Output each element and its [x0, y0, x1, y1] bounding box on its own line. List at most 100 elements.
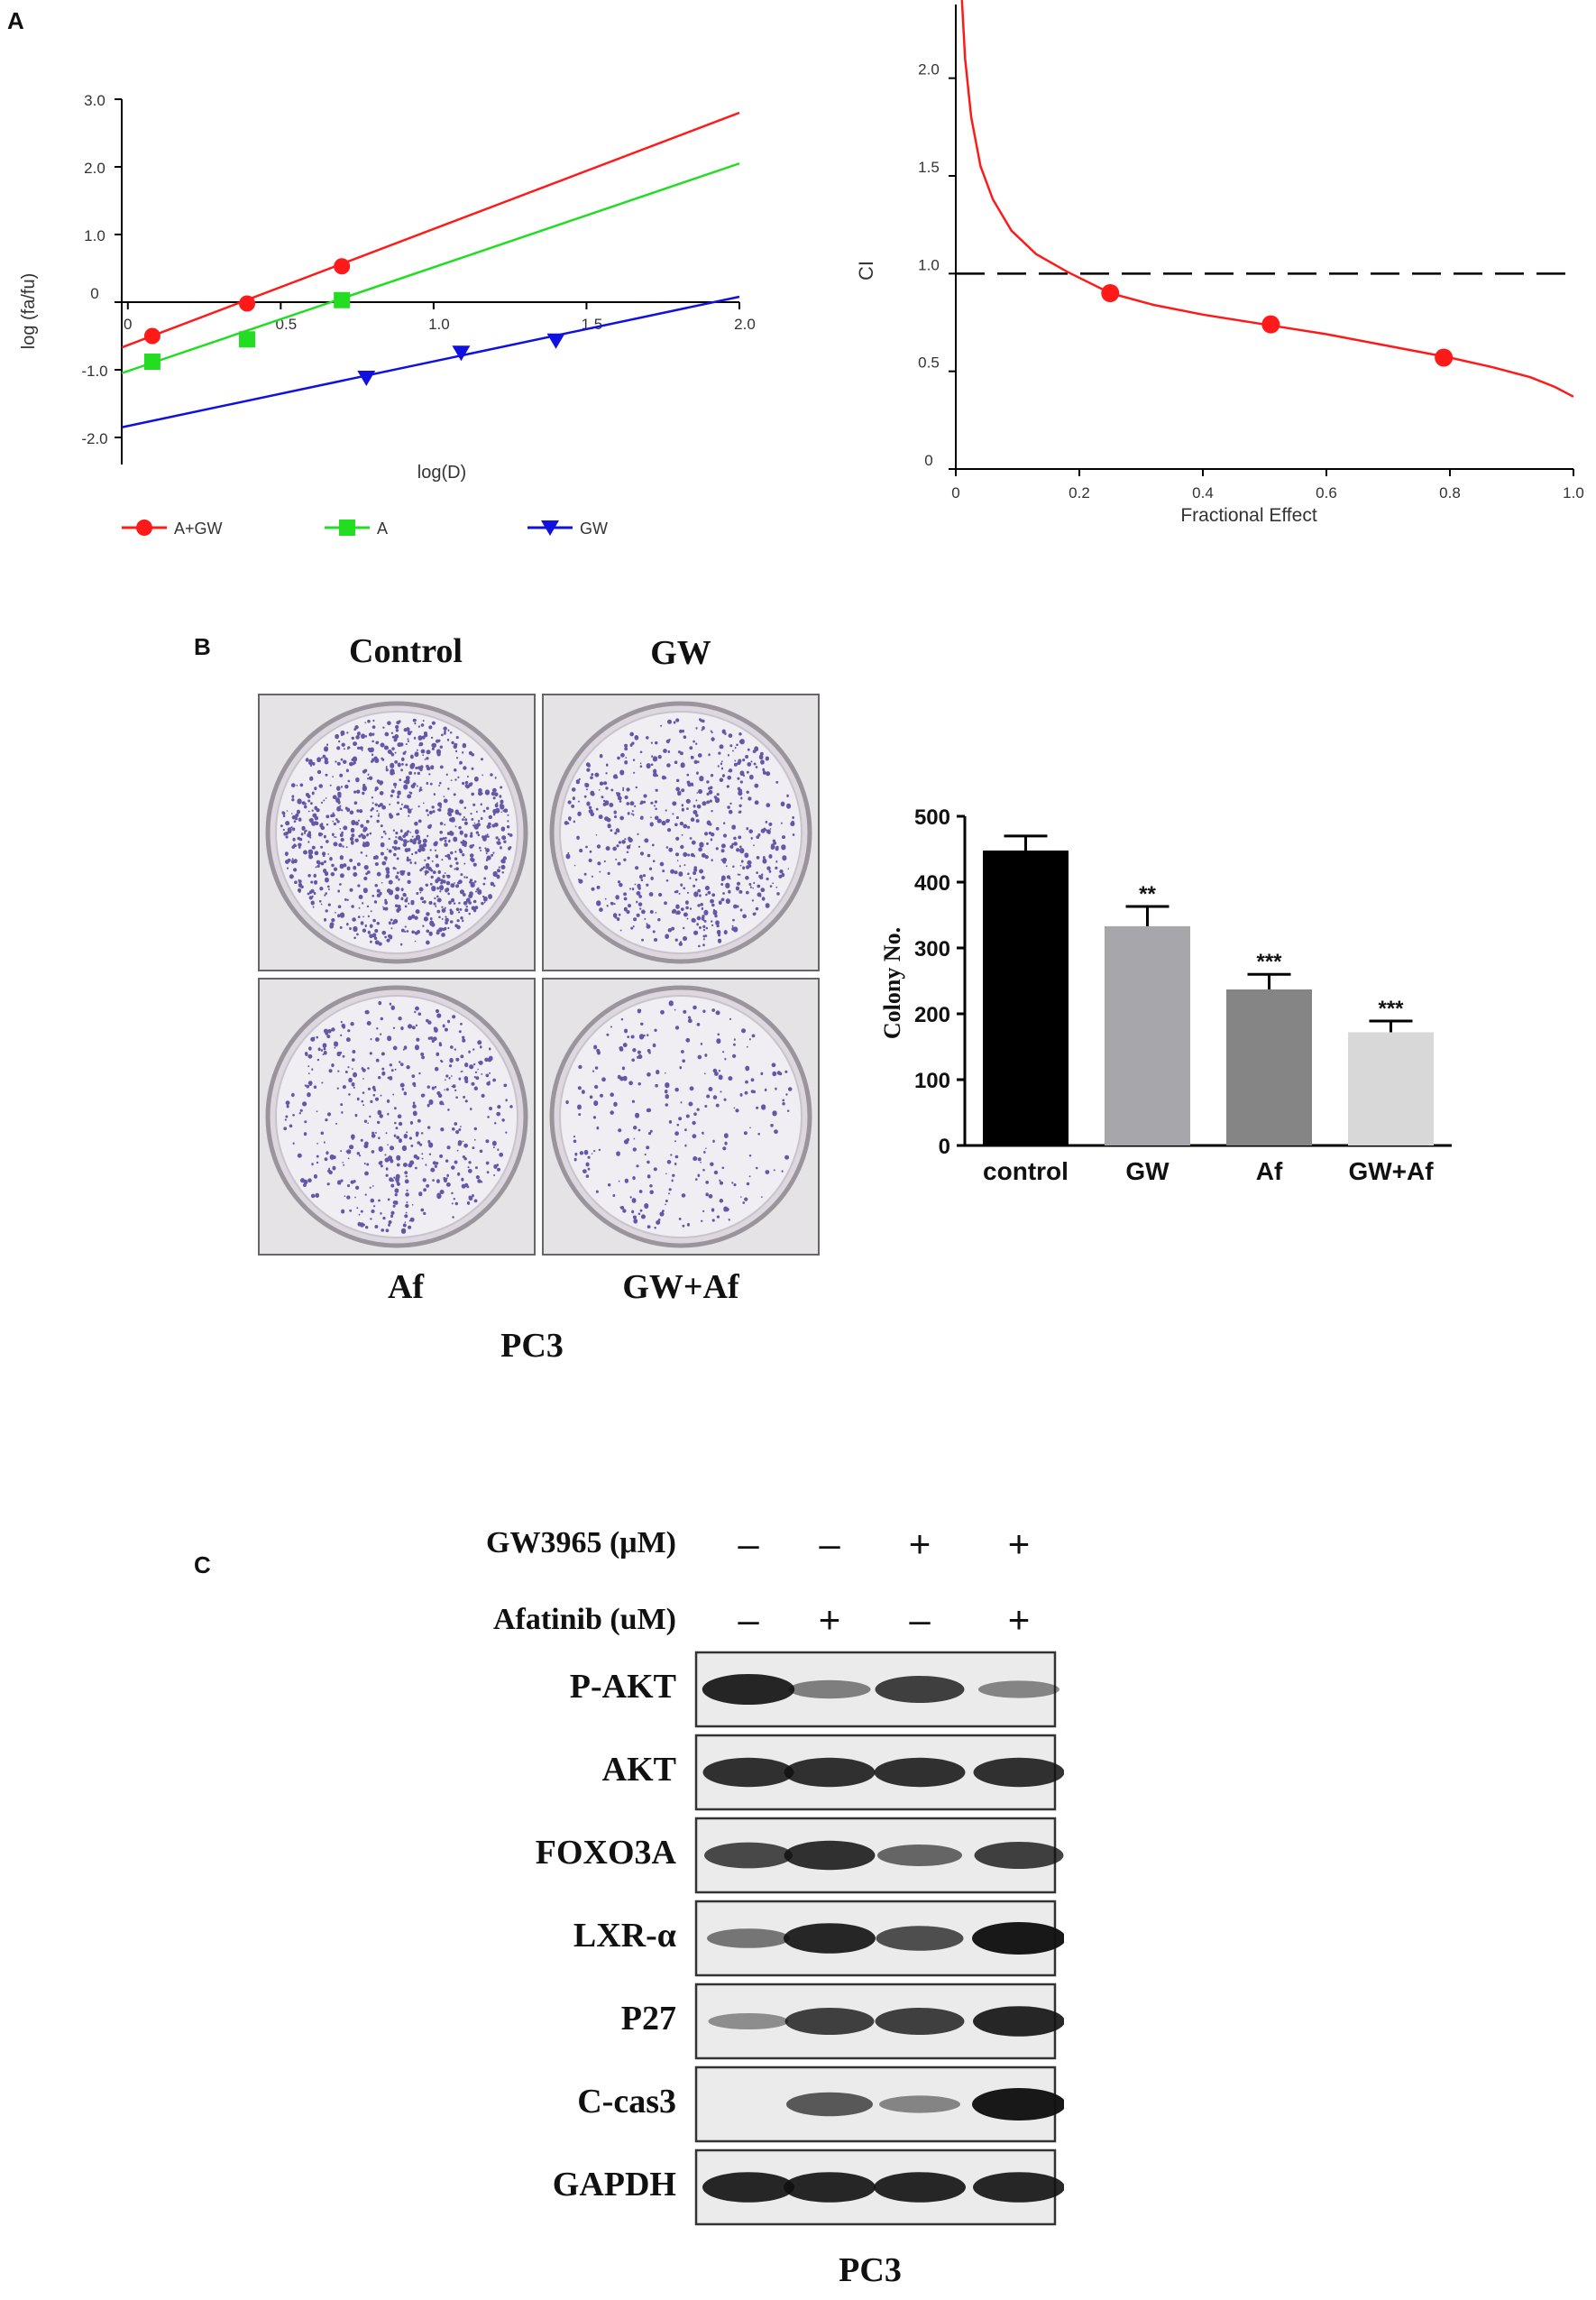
plate-control	[258, 694, 536, 971]
plate-colonies	[283, 1000, 513, 1234]
blot-band	[978, 1680, 1059, 1698]
x-tick-label: 1.0	[1563, 484, 1584, 501]
plate-label-gw: GW	[650, 634, 711, 672]
blot-band	[974, 1842, 1064, 1869]
significance-label: **	[1139, 882, 1156, 906]
condition-sign: –	[819, 1523, 840, 1565]
blot-row	[694, 1734, 1064, 1811]
blot-band	[879, 2095, 960, 2113]
series-line-a-gw	[121, 111, 740, 349]
series-line-a	[121, 162, 740, 374]
condition-sign: +	[1007, 1598, 1031, 1641]
blot-band	[702, 1673, 795, 1706]
condition-label-gw3965: GW3965 (μM)	[486, 1526, 676, 1559]
data-point	[357, 371, 376, 386]
data-point	[239, 331, 256, 348]
y-axis-label: CI	[855, 261, 877, 281]
data-point	[334, 291, 351, 308]
y-tick-label: 2.0	[84, 160, 105, 177]
legend-marker	[136, 520, 152, 536]
condition-sign: +	[908, 1523, 931, 1565]
y-tick-label: 0	[90, 285, 98, 302]
y-tick-label: 3.0	[84, 92, 105, 109]
blot-band	[972, 2088, 1064, 2121]
x-tick-label: 1.0	[428, 316, 450, 333]
series-line-gw	[121, 295, 740, 428]
x-tick-label: 0	[951, 484, 959, 501]
legend-marker	[541, 520, 559, 536]
colony-bar-chart: 0 100 200 300 400 500 control ** GW *** Af *** GW+A…	[879, 805, 1452, 1185]
blot-label: C-cas3	[577, 2083, 676, 2121]
blot-row	[694, 2148, 1064, 2226]
blot-row	[694, 1817, 1064, 1894]
blot-band	[875, 1676, 965, 1703]
blot-band	[784, 1757, 876, 1788]
plate-colonies	[564, 718, 795, 948]
x-tick-label: 0	[124, 316, 132, 333]
x-tick-label: 0.8	[1439, 484, 1461, 501]
blot-band	[973, 2172, 1064, 2203]
blot-row	[694, 1651, 1059, 1728]
plate-dish	[559, 711, 803, 954]
bar-gw-af	[1348, 1032, 1434, 1145]
blot-band	[784, 2008, 875, 2035]
y-axis-label: Colony No.	[879, 927, 905, 1039]
x-tick-label: GW+Af	[1348, 1157, 1434, 1185]
y-tick-label: 1.0	[918, 256, 940, 273]
blot-label: FOXO3A	[535, 1834, 676, 1872]
significance-label: ***	[1378, 997, 1404, 1021]
y-tick-label: 2.0	[918, 61, 940, 78]
panel-letter-b: B	[194, 633, 211, 660]
blot-band	[702, 2172, 794, 2203]
x-tick-label: 0.2	[1069, 484, 1090, 501]
plate-label-gw-af: GW+Af	[622, 1268, 739, 1306]
ci-curve	[960, 0, 1574, 398]
x-tick-label: 0.6	[1316, 484, 1337, 501]
condition-label-afatinib: Afatinib (uM)	[492, 1603, 676, 1636]
condition-sign: +	[1007, 1523, 1031, 1565]
y-tick-label: 400	[914, 871, 950, 896]
blot-band	[877, 1845, 962, 1866]
plate-colonies	[280, 718, 513, 946]
blot-row	[694, 1900, 1064, 1977]
blot-row	[694, 1983, 1064, 2060]
y-tick-label: 1.0	[84, 227, 105, 244]
plate-label-af: Af	[387, 1268, 425, 1306]
y-tick-label: -2.0	[81, 430, 107, 447]
data-point	[1435, 348, 1454, 367]
legend-label: A+GW	[174, 520, 223, 538]
significance-label: ***	[1256, 950, 1282, 974]
blot-band	[972, 1922, 1064, 1955]
blot-band	[708, 2013, 789, 2029]
blot-band	[876, 1926, 964, 1951]
data-point	[334, 258, 351, 275]
y-tick-label: 0	[939, 1135, 950, 1159]
data-point	[239, 295, 256, 312]
plate-gw	[542, 694, 820, 971]
y-axis-label: log (fa/fu)	[19, 273, 39, 349]
blot-band	[874, 1757, 966, 1788]
blot-band	[707, 1928, 790, 1948]
plate-dish	[559, 995, 803, 1238]
blot-label: P-AKT	[569, 1668, 676, 1706]
data-point	[143, 327, 161, 345]
blot-label: LXR-α	[573, 1917, 676, 1955]
legend-label: A	[377, 520, 388, 538]
data-point	[143, 354, 161, 370]
bar-gw	[1105, 925, 1190, 1145]
colony-plates	[258, 694, 820, 1256]
blot-band	[704, 1842, 793, 1869]
plate-af	[258, 978, 536, 1256]
condition-sign: –	[738, 1598, 759, 1641]
plate-gw-af	[542, 978, 820, 1256]
x-tick-label: 2.0	[734, 316, 756, 333]
blot-label: GAPDH	[552, 2166, 676, 2203]
blot-band	[875, 2008, 965, 2035]
blot-band	[702, 1757, 794, 1788]
bar-control	[983, 850, 1069, 1145]
y-tick-label: 0	[924, 452, 932, 469]
western-cell-line: PC3	[839, 2251, 902, 2289]
data-point	[1101, 284, 1120, 302]
legend-marker	[339, 520, 355, 536]
y-tick-label: -1.0	[81, 363, 107, 380]
